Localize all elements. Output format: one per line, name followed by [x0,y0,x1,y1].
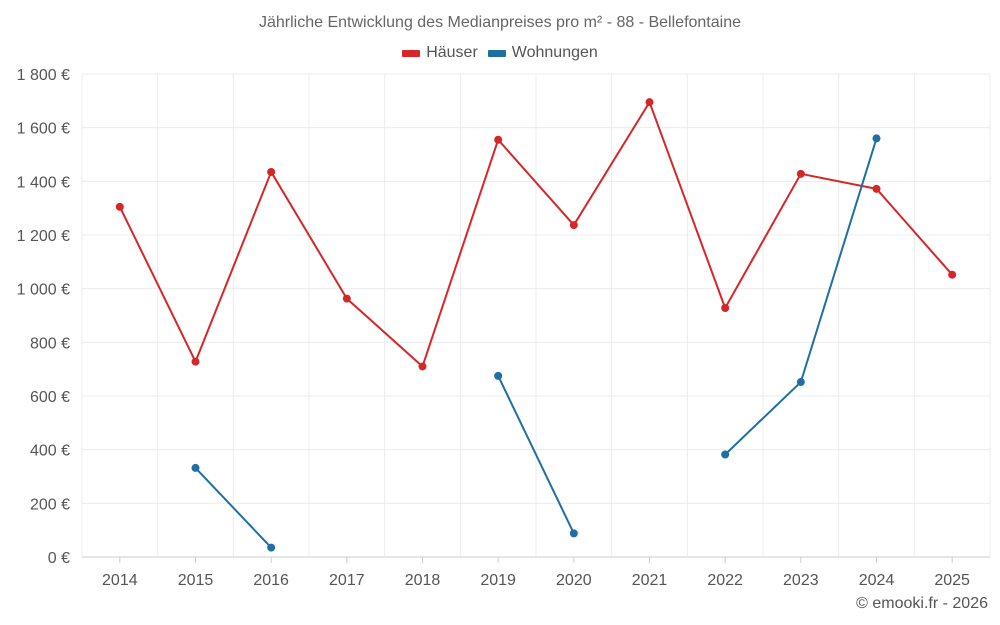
x-tick-label: 2021 [632,572,668,589]
x-tick-label: 2025 [934,572,970,589]
series-line [724,138,878,456]
series-line [118,101,953,368]
series-line [497,375,575,534]
data-point[interactable] [645,98,654,107]
y-tick-label: 1 600 € [17,121,70,138]
y-tick-label: 400 € [30,443,70,460]
legend-item-wohnungen[interactable]: Wohnungen [487,44,598,62]
y-tick-label: 1 200 € [17,228,70,245]
legend-label-haeuser: Häuser [426,44,478,61]
data-point[interactable] [191,357,200,366]
grid [81,73,991,558]
data-point[interactable] [569,529,578,538]
data-point[interactable] [796,378,805,387]
data-point[interactable] [267,167,276,176]
data-point[interactable] [115,202,124,211]
data-point[interactable] [342,294,351,303]
data-point[interactable] [721,450,730,459]
data-point[interactable] [872,134,881,143]
x-tick-label: 2019 [480,572,516,589]
data-point[interactable] [191,463,200,472]
x-tick-label: 2020 [556,572,592,589]
x-tick-label: 2015 [178,572,214,589]
legend-swatch-wohnungen [487,49,506,57]
series-line [194,467,272,549]
data-point[interactable] [494,135,503,144]
y-tick-label: 1 400 € [17,174,70,191]
x-tick-label: 2016 [253,572,289,589]
x-tick-label: 2018 [405,572,441,589]
data-point[interactable] [418,362,427,371]
y-tick-label: 200 € [30,496,70,513]
data-point[interactable] [267,543,276,552]
y-tick-label: 1 000 € [17,282,70,299]
series-0 [115,98,957,371]
chart-legend: Häuser Wohnungen [0,44,1000,62]
x-tick-label: 2024 [859,572,895,589]
series-1 [191,134,881,552]
data-point[interactable] [948,270,957,279]
legend-label-wohnungen: Wohnungen [511,44,598,61]
copyright-text: © emooki.fr - 2026 [856,595,988,612]
series [115,98,957,552]
y-tick-label: 600 € [30,389,70,406]
y-tick-label: 1 800 € [17,67,70,84]
legend-item-haeuser[interactable]: Häuser [402,44,478,62]
y-tick-label: 800 € [30,335,70,352]
data-point[interactable] [872,184,881,193]
data-point[interactable] [721,303,730,312]
data-point[interactable] [796,169,805,178]
axes: 0 € 200 € 400 € 600 € 800 € 1 000 € 1 200 € 1 4… [17,67,970,589]
legend-swatch-haeuser [402,49,421,57]
data-point[interactable] [494,371,503,380]
x-tick-label: 2017 [329,572,365,589]
y-tick-label: 0 € [48,550,70,567]
data-point[interactable] [569,221,578,230]
chart-title: Jährliche Entwicklung des Medianpreises … [258,14,741,31]
x-tick-label: 2014 [102,572,138,589]
x-tick-label: 2023 [783,572,819,589]
x-tick-label: 2022 [707,572,743,589]
